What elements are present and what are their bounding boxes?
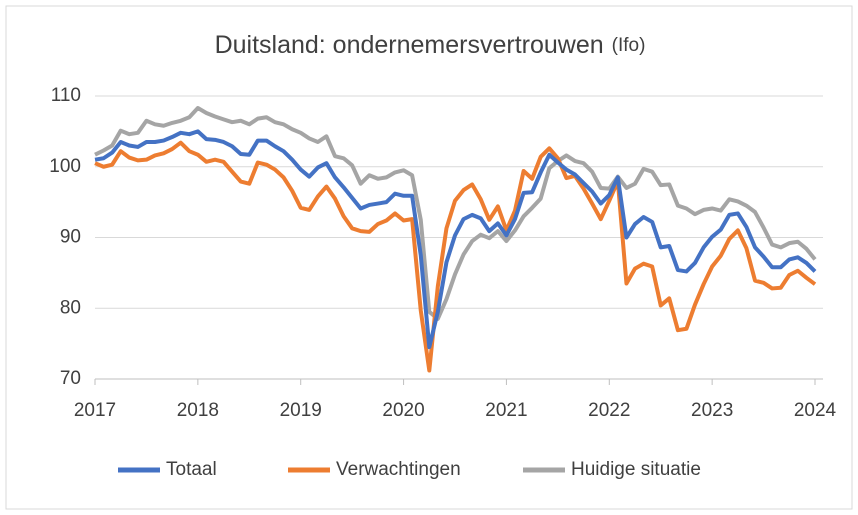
x-tick-label: 2020 — [382, 400, 424, 421]
chart-title-group: Duitsland: ondernemersvertrouwen (Ifo) — [215, 31, 646, 59]
x-tick-label: 2019 — [280, 400, 322, 421]
y-tick-label: 90 — [60, 227, 81, 248]
series-line — [94, 140, 817, 373]
series-line — [94, 129, 817, 350]
legend-label: Verwachtingen — [336, 459, 461, 480]
chart-title-note: (Ifo) — [612, 35, 646, 56]
y-tick-label: 110 — [51, 85, 81, 106]
chart-title: Duitsland: ondernemersvertrouwen — [215, 31, 604, 59]
x-tick-label: 2017 — [74, 400, 116, 421]
x-tick-label: 2023 — [691, 400, 733, 421]
x-tick-label: 2018 — [177, 400, 219, 421]
y-tick-label: 100 — [49, 156, 81, 177]
x-tick-label: 2022 — [588, 400, 630, 421]
x-tick-label: 2021 — [485, 400, 527, 421]
legend-label: Huidige situatie — [571, 459, 701, 480]
legend-label: Totaal — [166, 459, 217, 480]
x-tick-label: 2024 — [794, 400, 837, 421]
chart-border — [5, 5, 853, 510]
series-line — [94, 106, 817, 321]
y-tick-label: 80 — [60, 297, 81, 318]
y-tick-label: 70 — [60, 368, 81, 389]
